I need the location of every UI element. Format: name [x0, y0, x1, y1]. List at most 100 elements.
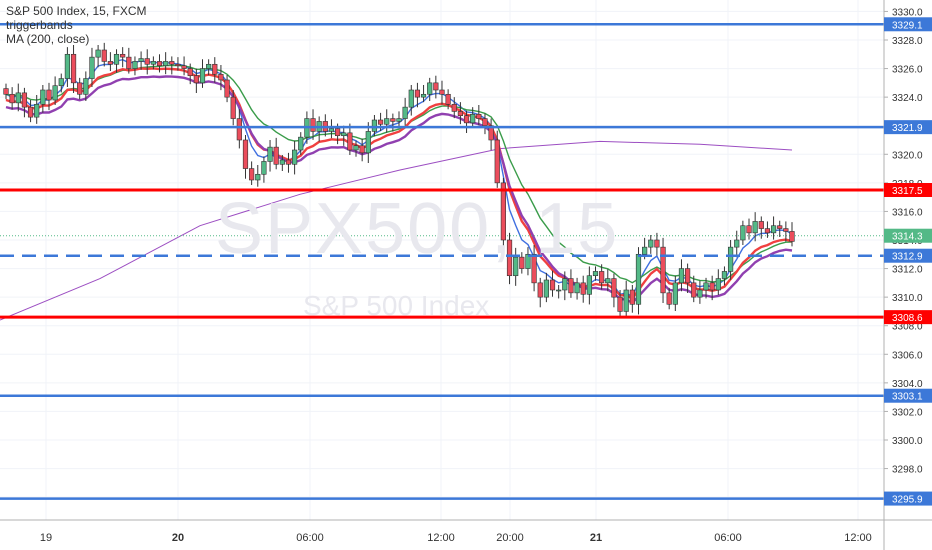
- price-tick-label: 3316.0: [892, 207, 923, 218]
- candle: [599, 264, 605, 290]
- candle: [156, 54, 163, 73]
- level-price-tag: [884, 248, 932, 263]
- candle: [249, 161, 255, 185]
- candle: [34, 95, 40, 124]
- candle-body: [414, 89, 421, 98]
- candle: [519, 252, 525, 274]
- candle-body: [77, 82, 83, 95]
- candle: [347, 123, 353, 155]
- candle: [513, 247, 519, 286]
- candle: [193, 68, 199, 93]
- candle-body: [328, 128, 335, 132]
- price-tick-label: 3304.0: [892, 379, 923, 390]
- candle-body: [642, 246, 648, 255]
- legend-title[interactable]: S&P 500 Index, 15, FXCM: [6, 4, 147, 18]
- legend-indicator-ma[interactable]: MA (200, close): [6, 32, 90, 46]
- candle: [715, 269, 721, 295]
- candle-body: [40, 89, 46, 105]
- candle-body: [420, 93, 427, 98]
- candle: [365, 122, 371, 163]
- candle: [58, 73, 64, 93]
- candle-body: [703, 282, 709, 291]
- candle: [199, 59, 206, 88]
- candle: [562, 271, 568, 301]
- candle-body: [463, 115, 470, 124]
- candle: [353, 140, 359, 157]
- candle: [648, 235, 654, 254]
- candle: [3, 83, 9, 100]
- candle-body: [470, 113, 476, 124]
- candle-body: [783, 228, 789, 232]
- candle-body: [107, 61, 113, 65]
- candle: [543, 272, 549, 303]
- candle-body: [556, 289, 562, 292]
- candle: [9, 87, 15, 110]
- candle: [341, 125, 347, 146]
- candle-body: [476, 113, 482, 119]
- candle: [746, 218, 752, 240]
- candle-body: [261, 161, 267, 175]
- level-price-tag: [884, 310, 932, 325]
- candle-body: [279, 159, 285, 165]
- time-tick-label: 19: [40, 532, 52, 544]
- candle-body: [230, 96, 236, 119]
- price-tick-label: 3298.0: [892, 465, 923, 476]
- candle-body: [21, 92, 28, 108]
- level-price-tag-label: 3321.9: [892, 123, 923, 134]
- candle-body: [138, 58, 144, 62]
- candle-body: [629, 289, 635, 305]
- candle-body: [144, 58, 150, 65]
- level-price-tag: [884, 17, 932, 32]
- candle: [623, 280, 629, 319]
- candle-body: [249, 168, 255, 181]
- candle-body: [64, 53, 71, 79]
- time-tick-label: 20:00: [496, 532, 524, 544]
- level-price-tag-label: 3329.1: [892, 20, 923, 31]
- candle-body: [685, 268, 691, 284]
- candle: [181, 56, 187, 76]
- candle: [427, 77, 433, 101]
- candle: [770, 216, 777, 240]
- candle: [734, 230, 740, 258]
- candle: [789, 222, 795, 247]
- price-tick-label: 3306.0: [892, 350, 923, 361]
- candle-body: [648, 239, 654, 248]
- candle: [537, 277, 543, 308]
- level-price-tag: [884, 491, 932, 506]
- candle: [224, 75, 230, 103]
- level-price-tag-label: 3295.9: [892, 495, 923, 506]
- time-tick-label: 06:00: [714, 532, 742, 544]
- candle-body: [697, 289, 703, 298]
- level-price-tag: [884, 183, 932, 197]
- level-price-tag: [884, 120, 932, 135]
- legend-indicator-triggerbands[interactable]: triggerbands: [6, 18, 73, 32]
- ma200-path: [0, 140, 793, 321]
- candle-body: [764, 228, 771, 234]
- candle-body: [298, 136, 304, 151]
- candle: [586, 266, 592, 305]
- candle-body: [126, 56, 132, 69]
- candle-body: [199, 68, 206, 84]
- candle-body: [777, 225, 783, 229]
- watermark-name: S&P 500 Index: [303, 290, 490, 321]
- candle: [783, 221, 789, 242]
- candle: [605, 269, 611, 292]
- candle: [568, 269, 574, 298]
- candle: [476, 105, 482, 126]
- candle: [678, 259, 685, 292]
- price-axis[interactable]: 3330.03328.03326.03324.03322.03320.03318…: [883, 0, 932, 550]
- time-axis[interactable]: 19 20 06:00 12:00 20:00 21 06:00 12:00: [0, 519, 932, 544]
- candle-body: [58, 78, 64, 87]
- candle-body: [586, 275, 592, 295]
- candle-body: [617, 296, 623, 312]
- price-tick-label: 3330.0: [892, 7, 923, 18]
- candle-body: [95, 49, 101, 58]
- candle: [21, 87, 28, 118]
- candle: [574, 277, 580, 300]
- candle: [107, 52, 113, 71]
- candle-body: [359, 145, 365, 154]
- candle: [27, 100, 34, 123]
- level-price-tag-label: 3312.9: [892, 252, 923, 263]
- candle-body: [506, 239, 513, 277]
